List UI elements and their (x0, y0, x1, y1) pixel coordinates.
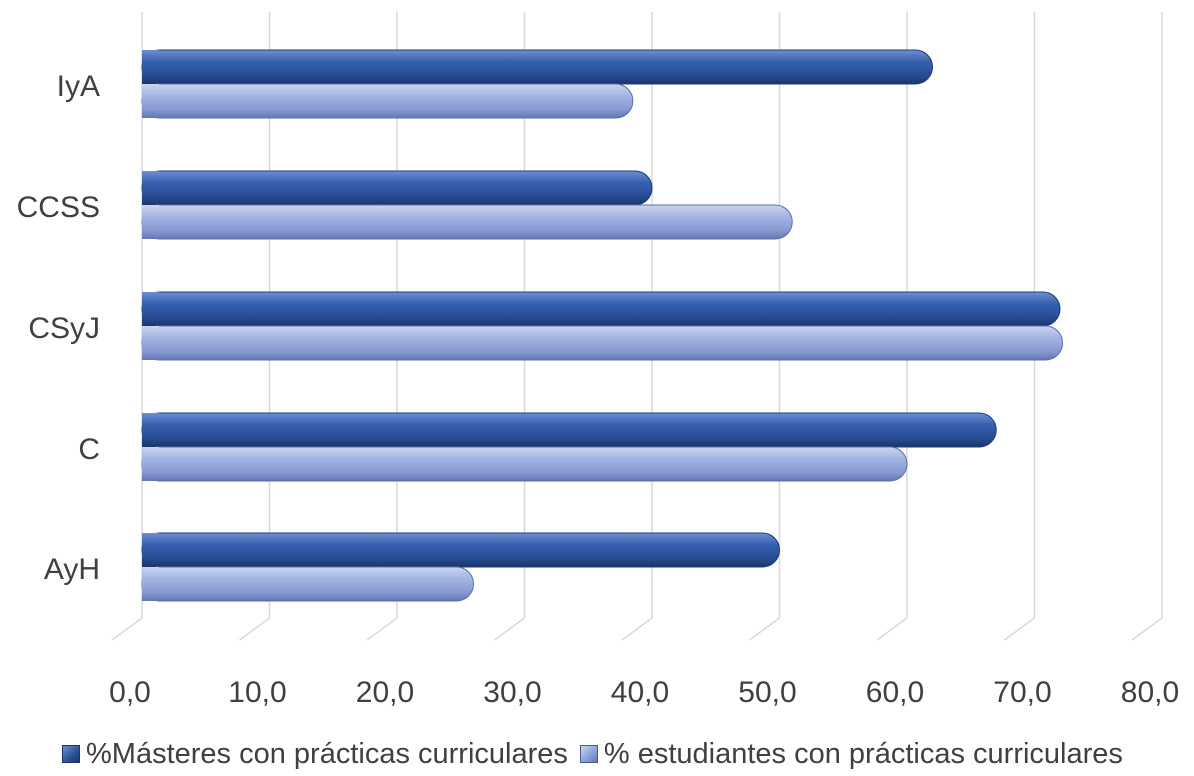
bar-estudiantes (141, 446, 908, 482)
bar-base (142, 447, 159, 481)
legend-swatch-estudiantes (579, 745, 598, 763)
category-label: AyH (44, 553, 100, 586)
gridline-floor (621, 617, 653, 641)
bar-base (142, 84, 159, 118)
x-tick-label: 40,0 (611, 676, 669, 709)
bar-base (142, 292, 159, 326)
gridline-floor (239, 617, 270, 641)
bar-base (142, 567, 159, 601)
bar-masteres (141, 412, 997, 448)
bar-estudiantes (141, 325, 1064, 361)
bar-masteres (141, 170, 653, 206)
legend-label-estudiantes: % estudiantes con prácticas curriculares (603, 737, 1123, 770)
gridline-floor (111, 617, 143, 641)
x-tick-label: 50,0 (738, 676, 796, 709)
bar-masteres (141, 49, 933, 85)
x-tick-label: 70,0 (993, 676, 1051, 709)
category-label: CSyJ (28, 312, 100, 345)
bar-base (142, 50, 159, 84)
bar-estudiantes (141, 566, 474, 602)
bar-estudiantes (141, 83, 634, 119)
x-tick-label: 10,0 (228, 676, 286, 709)
legend-item-estudiantes: % estudiantes con prácticas curriculares (579, 737, 1123, 771)
gridline-floor (494, 617, 525, 641)
category-label: IyA (57, 70, 100, 103)
legend-label-masteres: %Másteres con prácticas curriculares (86, 737, 568, 770)
x-tick-label: 30,0 (483, 676, 541, 709)
bar-estudiantes (141, 204, 793, 240)
bar-masteres (141, 291, 1061, 327)
bar-chart: 0,0 10,0 20,0 30,0 40,0 50,0 60,0 70,0 80,0IyACC… (17, 12, 1179, 709)
legend: %Másteres con prácticas curriculares % e… (62, 736, 1135, 772)
gridline-floor (366, 617, 398, 641)
bar-base (142, 205, 159, 239)
bar-base (142, 413, 159, 447)
gridline-floor (749, 617, 780, 641)
gridline-floor (876, 617, 908, 641)
category-label: C (78, 433, 100, 466)
gridline-floor (1004, 617, 1035, 641)
legend-item-masteres: %Másteres con prácticas curriculares (62, 738, 568, 771)
category-label: CCSS (17, 191, 100, 224)
x-tick-label: 0,0 (109, 676, 151, 709)
gridline-floor (1131, 617, 1163, 641)
legend-swatch-masteres (62, 745, 80, 763)
bar-base (142, 171, 159, 205)
bar-base (142, 326, 159, 360)
bar-masteres (141, 532, 780, 568)
x-tick-label: 20,0 (356, 676, 414, 709)
bar-base (142, 533, 159, 567)
x-tick-label: 80,0 (1121, 676, 1179, 709)
x-tick-label: 60,0 (866, 676, 924, 709)
